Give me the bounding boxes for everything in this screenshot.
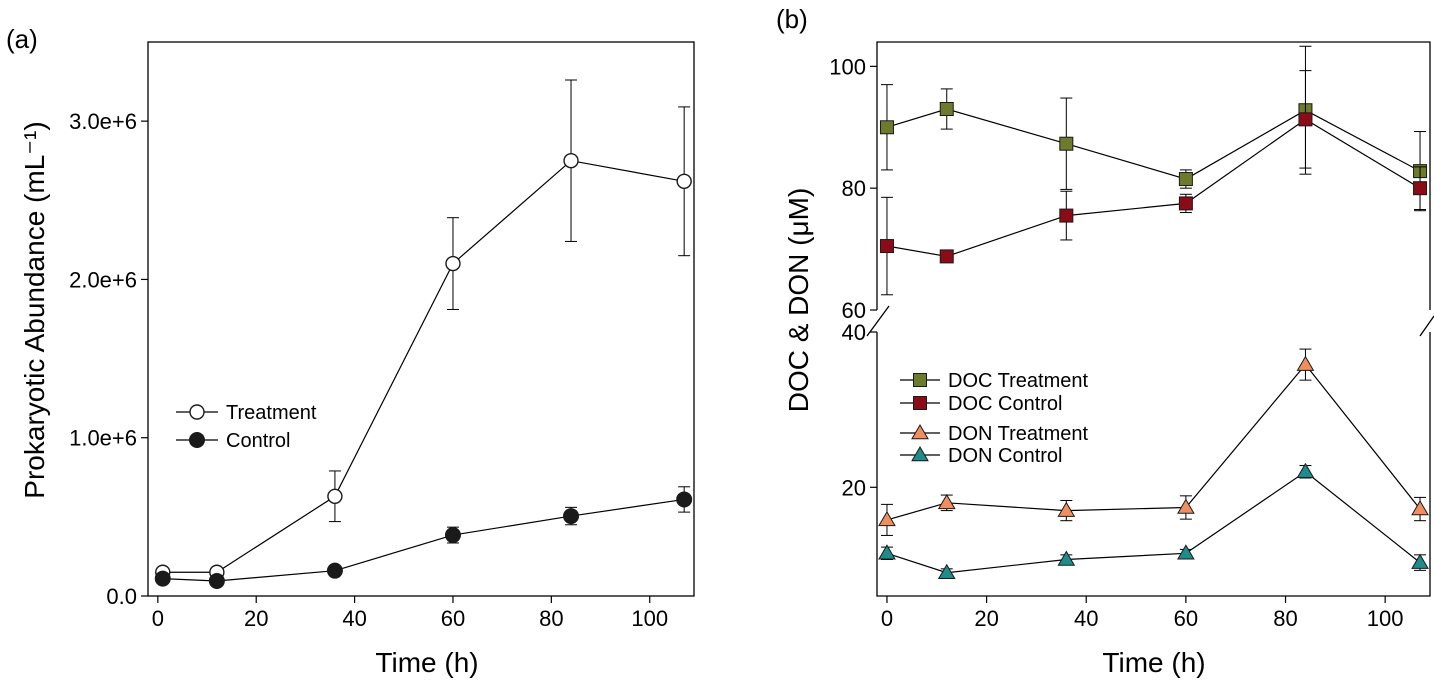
series-doc-treatment <box>879 45 1428 212</box>
panel-a-series <box>154 79 693 589</box>
panel-b-upper-frame <box>876 41 1431 310</box>
x-tick-label-20: 20 <box>974 606 998 631</box>
don-treatment-point-5 <box>1411 500 1429 516</box>
y-tick-label-0: 0.0 <box>106 584 137 609</box>
panel-a-plot-frame <box>147 41 695 597</box>
doc-control-point-0 <box>879 239 894 254</box>
upper-y-tick-label-60: 60 <box>842 298 866 323</box>
don-control-point-4 <box>1296 462 1315 479</box>
panel-b-series <box>878 45 1429 579</box>
legend-label-doc-treatment: DOC Treatment <box>948 370 1088 392</box>
panel-b-y-axis: 60 80 100 20 40 <box>829 54 877 500</box>
don-treatment-point-1 <box>937 493 956 510</box>
series-control <box>154 486 693 589</box>
legend-marker-don-control <box>911 446 929 462</box>
panel-b-x-axis-title: Time (h) <box>1102 647 1205 678</box>
x-tick-label-40: 40 <box>1074 606 1098 631</box>
doc-treatment-point-3 <box>1178 172 1193 187</box>
doc-treatment-line <box>886 108 1421 180</box>
legend-marker-doc-treatment <box>913 373 927 387</box>
don-control-point-2 <box>1057 550 1076 566</box>
doc-control-point-4 <box>1298 112 1313 127</box>
don-treatment-point-3 <box>1177 498 1195 514</box>
treatment-line <box>162 160 685 573</box>
control-point-2 <box>326 562 343 579</box>
lower-y-tick-label-40: 40 <box>842 320 866 345</box>
y-tick-label-1: 1.0e+6 <box>69 426 137 451</box>
don-control-point-5 <box>1411 553 1429 569</box>
doc-treatment-point-0 <box>879 120 894 135</box>
doc-treatment-point-2 <box>1059 136 1074 151</box>
doc-control-point-2 <box>1059 208 1074 223</box>
control-point-0 <box>154 570 171 587</box>
control-line <box>162 498 685 582</box>
legend-label-doc-control: DOC Control <box>948 393 1062 415</box>
panel-a-x-axis-title: Time (h) <box>375 647 478 678</box>
x-tick-label-80: 80 <box>1273 606 1297 631</box>
treatment-point-3 <box>445 255 461 272</box>
legend-label-control: Control <box>226 430 290 452</box>
don-control-point-3 <box>1177 544 1195 560</box>
panel-b-break-mark-left <box>866 305 890 337</box>
legend-marker-don-treatment <box>911 424 929 440</box>
treatment-point-5 <box>676 173 692 189</box>
panel-a-y-axis: 0.0 1.0e+6 2.0e+6 3.0e+6 <box>69 109 148 609</box>
don-control-point-0 <box>878 544 896 560</box>
upper-y-tick-label-80: 80 <box>842 176 866 201</box>
legend-label-treatment: Treatment <box>226 402 317 424</box>
control-point-5 <box>676 491 693 508</box>
x-tick-label-20: 20 <box>244 606 268 631</box>
panel-b-label: (b) <box>776 4 808 34</box>
panel-a-y-axis-title: Prokaryotic Abundance (mL⁻¹) <box>19 121 50 498</box>
y-tick-label-3: 3.0e+6 <box>69 109 137 134</box>
panel-a: (a) 0 20 40 60 80 100 0.0 1.0e+6 2.0e+6 3.0e+6 T… <box>6 24 695 678</box>
x-tick-label-100: 100 <box>631 606 668 631</box>
panel-a-label: (a) <box>6 24 38 54</box>
panel-b-lower-frame <box>876 332 1431 597</box>
panel-b-y-axis-title: DOC & DON (μM) <box>783 188 814 413</box>
legend-marker-control <box>189 432 205 448</box>
don-control-line <box>886 471 1421 574</box>
y-tick-label-2: 2.0e+6 <box>69 267 137 292</box>
x-tick-label-0: 0 <box>152 606 164 631</box>
x-tick-label-0: 0 <box>881 606 893 631</box>
legend-label-don-treatment: DON Treatment <box>948 423 1088 445</box>
panel-a-legend: Treatment Control <box>176 402 317 452</box>
control-point-3 <box>444 527 461 544</box>
legend-marker-treatment <box>189 404 205 420</box>
x-tick-label-100: 100 <box>1367 606 1404 631</box>
doc-control-point-1 <box>939 249 954 264</box>
upper-y-tick-label-100: 100 <box>829 54 866 79</box>
series-doc-control <box>879 70 1428 296</box>
panel-a-x-axis: 0 20 40 60 80 100 <box>152 596 668 631</box>
series-don-control <box>878 462 1429 579</box>
series-don-treatment <box>878 348 1429 536</box>
series-treatment <box>155 79 692 580</box>
panel-b-break-mark-right <box>1419 315 1434 337</box>
doc-control-line <box>886 118 1421 258</box>
doc-treatment-point-1 <box>939 102 954 116</box>
legend-label-don-control: DON Control <box>948 445 1062 467</box>
lower-y-tick-label-20: 20 <box>842 475 866 500</box>
don-treatment-point-4 <box>1296 355 1315 371</box>
x-tick-label-80: 80 <box>539 606 563 631</box>
doc-control-point-5 <box>1413 181 1428 196</box>
legend-marker-doc-control <box>913 396 927 410</box>
treatment-point-2 <box>327 488 343 504</box>
x-tick-label-40: 40 <box>342 606 366 631</box>
x-tick-label-60: 60 <box>441 606 465 631</box>
control-point-1 <box>208 572 225 589</box>
doc-control-point-3 <box>1178 196 1193 211</box>
control-point-4 <box>563 508 580 525</box>
panel-b-x-axis: 0 20 40 60 80 100 <box>881 596 1404 631</box>
don-treatment-line <box>886 363 1421 521</box>
treatment-point-4 <box>563 153 579 169</box>
don-treatment-point-0 <box>878 510 896 527</box>
x-tick-label-60: 60 <box>1174 606 1198 631</box>
don-treatment-point-2 <box>1057 501 1076 517</box>
don-control-point-1 <box>937 563 956 579</box>
